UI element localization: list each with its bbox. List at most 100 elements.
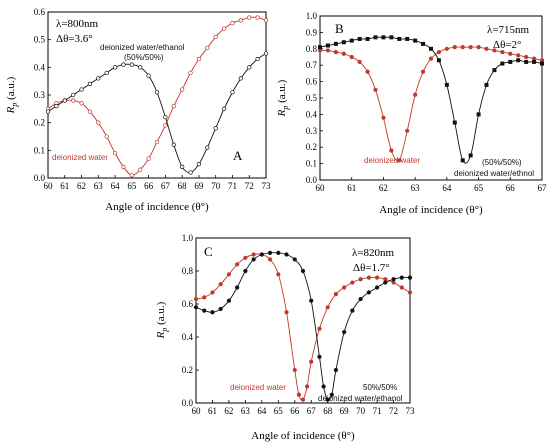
panel-a-xtick-label: 67 bbox=[161, 181, 171, 191]
panel-b-xtick-label: 66 bbox=[506, 183, 516, 193]
panel-b-series-water-point bbox=[452, 45, 457, 50]
panel-c-series-mix-point bbox=[399, 275, 404, 280]
panel-a-series-mix-point bbox=[146, 73, 151, 78]
panel-a-series-mix-point bbox=[221, 106, 227, 111]
panel-c-series-water-point bbox=[276, 272, 281, 277]
panel-a-series-water-point bbox=[221, 26, 227, 31]
panel-c-series-water-point bbox=[391, 280, 396, 285]
panel-b-xtick-label: 62 bbox=[379, 183, 388, 193]
panel-a-series-water-point bbox=[238, 18, 243, 23]
panel-b-series-mix-point bbox=[341, 40, 346, 45]
panel-c-series-water-point bbox=[210, 290, 215, 295]
panel-c-series bbox=[193, 250, 413, 402]
panel-c-series-water-point bbox=[218, 282, 223, 287]
panel-a-series-mix-point bbox=[62, 98, 67, 103]
panel-c-series-mix-point bbox=[259, 252, 264, 257]
panel-c-series-mix-point bbox=[193, 305, 199, 310]
panel-b-series-mix-point bbox=[460, 158, 465, 163]
panel-b-xtick-label: 63 bbox=[411, 183, 421, 193]
panel-c-ticks: 60 61 62 63 64 65 66 67 68 69 70 71 72 73 0.0 0.2 0.4 0.6… bbox=[182, 233, 415, 416]
panel-a-series-water-point bbox=[79, 101, 84, 106]
panel-a-xtick-label: 70 bbox=[211, 181, 221, 191]
panel-c-series-mix-point bbox=[202, 308, 207, 313]
panel-c-series-water-point bbox=[202, 295, 207, 300]
panel-b-series-water-point bbox=[420, 69, 426, 74]
panel-c-series-water-point bbox=[342, 285, 347, 290]
panel-b-series-water-point bbox=[397, 158, 402, 163]
panel-c-xlabel: Angle of incidence (θ°) bbox=[251, 430, 355, 442]
panel-c-series-mix-point bbox=[317, 354, 322, 359]
panel-b-series-mix-point bbox=[349, 38, 354, 43]
panel-b-series-water-point bbox=[436, 49, 442, 55]
panel-c-series-mix-point bbox=[321, 384, 326, 389]
panel-b-series-mix-point bbox=[405, 36, 410, 41]
panel-b-series-water-point bbox=[516, 53, 521, 58]
panel-c-series-mix-point bbox=[383, 280, 388, 285]
panel-b-series-water-point bbox=[468, 45, 473, 50]
panel-b-series-mix-point bbox=[492, 68, 497, 73]
panel-c-series-mix-point bbox=[292, 257, 297, 262]
panel-b-series-mix-point bbox=[436, 58, 441, 63]
panel-c-xtick-label: 60 bbox=[192, 406, 202, 416]
panel-a-xtick-label: 73 bbox=[262, 181, 272, 191]
panel-c-xtick-label: 66 bbox=[290, 406, 300, 416]
panel-a-series-water-point bbox=[196, 56, 202, 62]
panel-b-wavelength: λ=715nm bbox=[487, 24, 530, 36]
panel-b-series-mix-point bbox=[365, 36, 370, 41]
panel-b-chart: 60 61 62 63 64 65 66 67 0.0 0.1 0.2 0.3 0.4 0.5 0.6 0.7… bbox=[276, 11, 547, 216]
panel-a-series-water-point bbox=[180, 87, 185, 92]
panel-a-series-water-point bbox=[87, 109, 93, 114]
panel-a-letter: A bbox=[233, 148, 243, 163]
panel-b-xtick-label: 61 bbox=[347, 183, 356, 193]
panel-b-series-mix-point bbox=[452, 120, 457, 125]
panel-c-series-mix-point bbox=[325, 397, 330, 402]
panel-a-xtick-label: 72 bbox=[245, 181, 254, 191]
panel-c-xtick-label: 70 bbox=[356, 406, 366, 416]
panel-b-series-water-point bbox=[531, 56, 537, 61]
panel-c-series-water-point bbox=[333, 292, 339, 297]
panel-c-series-mix-point bbox=[333, 367, 339, 373]
panel-a-series-mix-point bbox=[87, 81, 93, 87]
panel-b-series-mix-point bbox=[540, 61, 544, 66]
panel-c-series-mix-point bbox=[284, 252, 289, 257]
panel-a-series-water-point bbox=[138, 167, 143, 172]
panel-a-xlabel: Angle of incidence (θ°) bbox=[105, 201, 209, 213]
panel-b-series-mix-point bbox=[444, 82, 449, 87]
panel-a-xtick-label: 65 bbox=[127, 181, 137, 191]
panel-b-series-water-point bbox=[333, 49, 338, 55]
panel-b-series-mix-point bbox=[333, 41, 338, 46]
panel-a-series-mix-point bbox=[121, 62, 126, 67]
panel-c-ytick-label: 0.0 bbox=[182, 398, 194, 408]
panel-a-chart: 60 61 62 63 64 65 66 67 68 69 70 71 72 73 0.0 0.1 0.2 0.3… bbox=[5, 7, 271, 213]
panel-c-series-mix-point bbox=[391, 277, 396, 282]
panel-b-series-mix-point bbox=[318, 45, 322, 50]
panel-a-legend-mix-line2: (50%/50%) bbox=[124, 53, 164, 62]
panel-b-series-mix-point bbox=[421, 41, 426, 46]
panel-b-series-water-point bbox=[317, 48, 323, 53]
panel-a-xtick-label: 61 bbox=[60, 181, 69, 191]
panel-a-series-water-point bbox=[263, 18, 269, 23]
panel-a-series-water-point bbox=[146, 156, 151, 161]
panel-b-series-mix-point bbox=[381, 35, 386, 40]
panel-a-series-water-point bbox=[247, 15, 252, 20]
panel-b-series-mix-point bbox=[468, 153, 473, 158]
panel-c-xtick-label: 65 bbox=[274, 406, 284, 416]
panel-b-delta: Δθ=2° bbox=[493, 39, 521, 51]
panel-b-series-water-point bbox=[349, 54, 354, 60]
panel-c-xtick-label: 63 bbox=[241, 406, 251, 416]
panel-b-ytick-label: 0.5 bbox=[306, 93, 318, 103]
panel-b-ticks: 60 61 62 63 64 65 66 67 0.0 0.1 0.2 0.3 0.4 0.5 0.6 0.7… bbox=[306, 11, 547, 193]
panel-b-ylabel: Rp (a.u.) bbox=[276, 79, 290, 117]
panel-c-ytick-label: 0.6 bbox=[182, 299, 194, 309]
panel-c-series-water-point bbox=[300, 397, 306, 402]
panel-a-ytick-label: 0.4 bbox=[34, 62, 46, 72]
panel-a-ylabel: Rp (a.u.) bbox=[5, 76, 19, 114]
panel-b-ytick-label: 0.1 bbox=[306, 159, 317, 169]
panel-c-ytick-label: 0.4 bbox=[182, 332, 194, 342]
panel-c-series-water-point bbox=[383, 277, 388, 282]
panel-c-series-water-point bbox=[251, 252, 256, 257]
panel-c-xtick-label: 67 bbox=[307, 406, 317, 416]
panel-c-series-water-point bbox=[309, 359, 314, 364]
panel-b-ytick-label: 0.2 bbox=[306, 142, 317, 152]
panel-a-xtick-label: 68 bbox=[178, 181, 188, 191]
